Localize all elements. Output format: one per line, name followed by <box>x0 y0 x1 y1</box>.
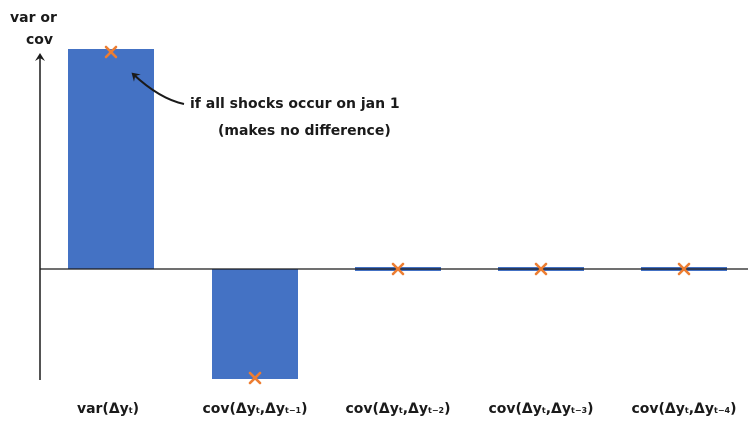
category-label-1: var(Δyt) <box>77 401 139 417</box>
marker-2 <box>248 371 262 385</box>
marker-4 <box>534 262 548 276</box>
annotation-line-2: (makes no difference) <box>218 123 391 139</box>
marker-3 <box>391 262 405 276</box>
y-axis-label-line-2: cov <box>26 32 53 48</box>
bars <box>68 49 727 379</box>
bar-1 <box>68 49 154 269</box>
category-labels: var(Δyt) cov(Δyt,Δyt−1) cov(Δyt,Δyt−2) cov(… <box>77 401 737 417</box>
marker-1 <box>104 45 118 59</box>
annotation: if all shocks occur on jan 1 (makes no d… <box>131 72 400 139</box>
y-axis-label-line-1: var or <box>10 10 57 26</box>
category-label-3: cov(Δyt,Δyt−2) <box>345 401 450 417</box>
bar-2 <box>212 269 298 379</box>
annotation-arrow <box>131 72 185 105</box>
markers <box>104 45 691 385</box>
category-label-5: cov(Δyt,Δyt−4) <box>631 401 736 417</box>
category-label-4: cov(Δyt,Δyt−3) <box>488 401 593 417</box>
annotation-line-1: if all shocks occur on jan 1 <box>190 96 400 112</box>
category-label-2: cov(Δyt,Δyt−1) <box>202 401 307 417</box>
marker-5 <box>677 262 691 276</box>
y-axis-label: var or cov <box>10 10 57 48</box>
